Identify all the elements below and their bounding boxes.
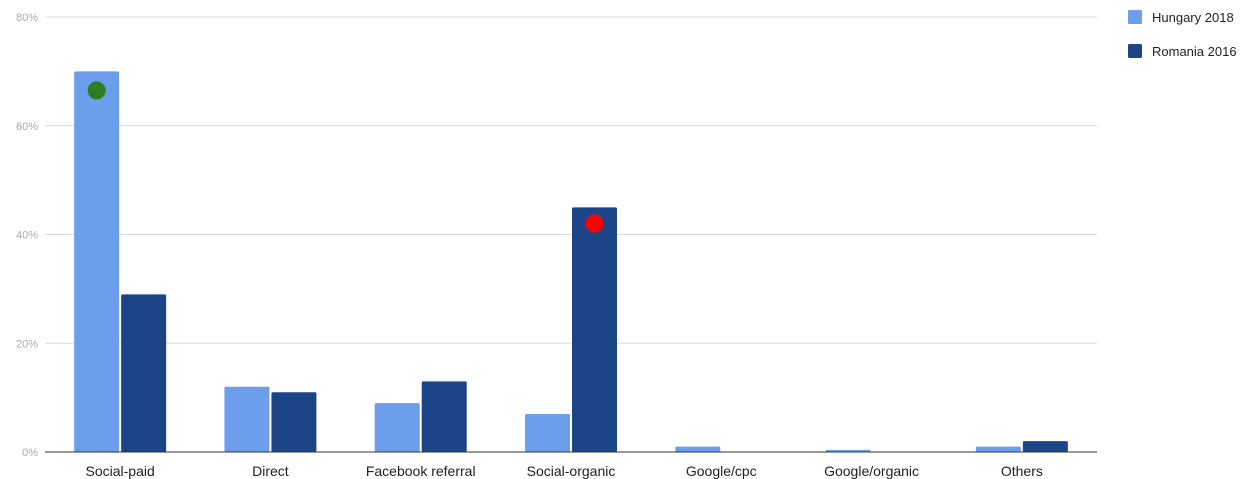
bar-6-0 [975, 446, 1021, 452]
y-tick-label: 80% [16, 12, 38, 24]
legend-swatch [1128, 44, 1142, 58]
x-category-label: Direct [252, 463, 289, 479]
x-category-label: Social-paid [86, 463, 155, 479]
x-category-label: Social-organic [527, 463, 616, 479]
x-category-label: Others [1001, 463, 1043, 479]
bar-0-1 [121, 294, 167, 452]
legend-label: Hungary 2018 [1152, 10, 1234, 25]
bar-3-0 [525, 413, 570, 452]
y-tick-label: 40% [16, 230, 38, 242]
x-category-label: Google/cpc [686, 463, 757, 479]
y-axis-ticks: 0% 20% 40% 60% 80% [16, 12, 38, 459]
bar-6-1 [1022, 441, 1068, 452]
x-category-label: Google/organic [824, 463, 919, 479]
gridlines [45, 16, 1097, 344]
x-axis-categories: Social-paid Direct Facebook referral Social… [86, 463, 1043, 479]
legend-swatch [1128, 10, 1142, 24]
y-tick-label: 0% [22, 447, 38, 459]
legend: Hungary 2018 Romania 2016 [1128, 10, 1237, 59]
bar-2-1 [421, 381, 467, 452]
bars [74, 71, 1068, 452]
bar-2-0 [374, 403, 420, 452]
bar-4-0 [675, 446, 721, 452]
x-category-label: Facebook referral [366, 463, 476, 479]
y-tick-label: 20% [16, 338, 38, 350]
markers [87, 81, 604, 233]
legend-label: Romania 2016 [1152, 44, 1237, 59]
marker-dot-1 [585, 214, 604, 233]
bar-0-0 [74, 71, 120, 452]
bar-1-0 [224, 386, 270, 452]
bar-5-0 [825, 449, 871, 452]
bar-1-1 [271, 392, 317, 452]
y-tick-label: 60% [16, 121, 38, 133]
bar-3-1 [572, 207, 617, 452]
marker-dot-0 [87, 81, 106, 100]
